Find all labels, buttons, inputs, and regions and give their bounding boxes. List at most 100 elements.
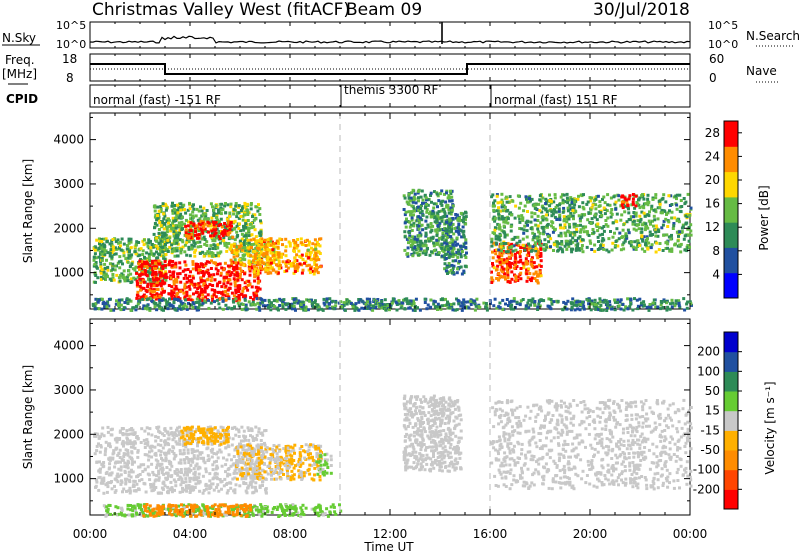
power-cell — [519, 277, 523, 281]
power-cell — [435, 238, 439, 242]
power-cell — [601, 308, 605, 312]
power-cell — [254, 235, 258, 239]
power-cell — [415, 240, 419, 244]
power-cell — [181, 288, 185, 292]
power-cell — [215, 298, 219, 302]
power-cell — [455, 236, 459, 240]
power-cell — [444, 239, 448, 243]
power-cell — [230, 243, 234, 247]
power-cell — [181, 269, 185, 273]
power-cell — [186, 224, 190, 228]
power-cell — [522, 209, 526, 213]
power-cell — [496, 264, 500, 268]
power-cell — [235, 248, 239, 252]
power-cell — [193, 233, 197, 237]
velocity-cell — [95, 444, 99, 448]
power-cell — [557, 209, 561, 213]
power-cell — [170, 264, 174, 268]
power-cell — [239, 263, 243, 267]
power-cell — [266, 261, 270, 265]
power-cell — [589, 199, 593, 203]
power-cell — [322, 301, 326, 305]
power-cell — [421, 198, 425, 202]
power-cell — [166, 307, 170, 311]
power-cell — [552, 243, 556, 247]
power-cell — [490, 276, 494, 280]
velocity-cell — [121, 490, 124, 494]
power-cell — [668, 249, 672, 253]
power-cell — [147, 252, 151, 256]
power-cell — [520, 227, 524, 231]
power-cell — [284, 245, 288, 249]
power-cell — [233, 249, 237, 253]
power-cell — [689, 302, 693, 306]
power-cell — [257, 257, 261, 261]
power-cell — [569, 211, 573, 215]
power-cell — [576, 247, 580, 251]
velocity-cell — [177, 461, 181, 465]
power-cell — [609, 196, 613, 200]
power-cell — [155, 236, 159, 240]
power-cell — [686, 227, 690, 231]
power-cell — [613, 298, 617, 302]
power-cell — [235, 215, 239, 219]
power-cell — [541, 218, 545, 222]
power-cell — [660, 208, 664, 212]
power-cell — [593, 215, 597, 219]
power-cell — [186, 297, 190, 301]
power-cell — [317, 305, 321, 309]
power-cell — [389, 305, 393, 309]
power-cell — [126, 260, 130, 264]
power-cell — [241, 295, 245, 299]
power-cell — [451, 259, 455, 263]
power-cell — [364, 302, 368, 306]
power-cell — [539, 264, 543, 268]
power-cell — [197, 300, 201, 304]
velocity-cell — [125, 465, 128, 469]
power-cell — [175, 293, 179, 297]
power-cell — [148, 271, 152, 275]
velocity-cell — [221, 426, 225, 430]
power-cell — [591, 228, 595, 231]
power-cell — [246, 283, 250, 287]
power-cell — [464, 256, 468, 259]
power-cell — [213, 239, 217, 243]
power-cell — [530, 300, 534, 304]
power-cell — [502, 261, 506, 265]
power-cell — [233, 273, 237, 277]
power-cell — [243, 213, 247, 217]
power-cell — [371, 304, 375, 308]
power-cell — [687, 225, 691, 229]
power-cell — [638, 214, 642, 218]
power-cell — [185, 234, 188, 238]
power-cell — [122, 242, 126, 246]
power-cell — [482, 301, 486, 305]
power-cell — [621, 243, 625, 247]
power-cell — [533, 243, 537, 247]
power-cell — [147, 255, 151, 259]
power-cell — [497, 216, 501, 220]
power-cell — [644, 225, 648, 229]
velocity-cell — [135, 482, 139, 486]
power-cell — [249, 296, 253, 300]
power-cell — [502, 220, 506, 224]
power-cell — [188, 228, 192, 232]
power-cell — [571, 302, 575, 306]
power-cell — [506, 242, 510, 246]
power-cell — [155, 292, 159, 296]
power-cell — [308, 299, 312, 303]
power-cell — [190, 246, 194, 250]
power-cell — [405, 200, 409, 204]
power-cell — [561, 250, 565, 254]
power-cell — [508, 212, 512, 216]
power-cell — [459, 255, 463, 259]
power-cell — [464, 238, 468, 242]
power-cell — [169, 304, 173, 307]
power-cell — [462, 235, 466, 239]
power-cell — [599, 303, 603, 307]
power-cell — [211, 284, 215, 287]
power-cell — [564, 242, 568, 246]
power-cell — [500, 265, 504, 269]
power-cell — [497, 255, 501, 259]
power-cell — [271, 248, 275, 252]
